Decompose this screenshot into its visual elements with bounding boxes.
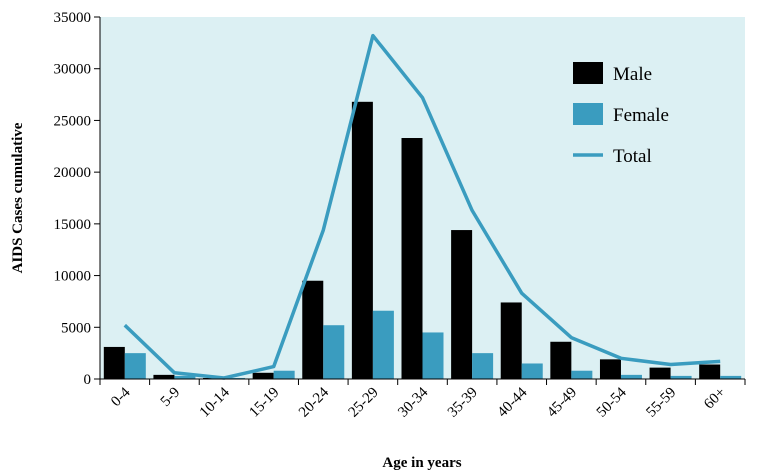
bar-male-55-59 bbox=[649, 367, 671, 379]
bar-male-35-39 bbox=[451, 230, 473, 379]
legend-label-total: Total bbox=[613, 146, 652, 167]
x-tick-label: 15-19 bbox=[246, 385, 282, 421]
bar-female-60- bbox=[720, 375, 742, 379]
x-tick-label: 60+ bbox=[701, 385, 729, 413]
y-axis-title: AIDS Cases cumulative bbox=[10, 122, 26, 273]
x-axis-ticks: 0-4 5-9 10-14 15-19 20-24 25-29 30-34 35-39 40-4… bbox=[99, 379, 746, 421]
y-tick-label: 0 bbox=[84, 372, 92, 388]
legend: Male Female Total bbox=[573, 62, 669, 167]
bar-male-50-54 bbox=[599, 359, 621, 379]
bar-male-0-4 bbox=[103, 346, 125, 379]
bar-female-40-44 bbox=[521, 363, 543, 379]
x-axis-title: Age in years bbox=[382, 455, 461, 471]
bar-male-5-9 bbox=[153, 374, 175, 379]
bar-female-10-14 bbox=[224, 377, 246, 379]
y-tick-label: 35000 bbox=[54, 10, 92, 26]
x-tick-label: 55-59 bbox=[643, 385, 679, 421]
line-total bbox=[123, 33, 721, 380]
total-line-layer bbox=[123, 33, 721, 380]
x-tick-label: 20-24 bbox=[296, 384, 332, 420]
bar-male-15-19 bbox=[252, 372, 274, 379]
x-tick-label: 10-14 bbox=[197, 384, 233, 420]
bar-male-45-49 bbox=[550, 341, 572, 379]
bar-male-30-34 bbox=[401, 138, 423, 379]
x-tick-label: 25-29 bbox=[346, 385, 382, 421]
bar-male-20-24 bbox=[302, 280, 324, 379]
bar-female-15-19 bbox=[273, 370, 295, 379]
legend-swatch-female bbox=[573, 103, 603, 125]
y-tick-label: 10000 bbox=[54, 269, 92, 285]
bar-female-55-59 bbox=[670, 375, 692, 379]
bar-female-20-24 bbox=[323, 325, 345, 379]
y-tick-label: 20000 bbox=[54, 165, 92, 181]
bar-female-5-9 bbox=[174, 375, 196, 379]
bar-female-50-54 bbox=[620, 374, 642, 379]
x-tick-label: 0-4 bbox=[108, 384, 134, 410]
x-tick-label: 30-34 bbox=[395, 384, 431, 420]
bar-male-60- bbox=[699, 364, 721, 379]
x-tick-label: 40-44 bbox=[494, 384, 530, 420]
y-tick-label: 5000 bbox=[61, 320, 91, 336]
x-tick-label: 35-39 bbox=[445, 385, 481, 421]
bar-female-0-4 bbox=[124, 353, 146, 379]
legend-label-male: Male bbox=[613, 64, 652, 85]
bar-female-30-34 bbox=[422, 332, 444, 379]
y-tick-label: 30000 bbox=[54, 62, 92, 78]
bar-female-25-29 bbox=[372, 310, 394, 379]
bars bbox=[103, 101, 742, 379]
x-tick-label: 50-54 bbox=[594, 384, 630, 420]
y-tick-label: 25000 bbox=[54, 113, 92, 129]
x-tick-label: 45-49 bbox=[544, 385, 580, 421]
bar-male-25-29 bbox=[351, 101, 373, 379]
x-tick-label: 5-9 bbox=[158, 385, 183, 410]
bar-male-40-44 bbox=[500, 302, 522, 379]
bar-female-45-49 bbox=[571, 370, 593, 379]
y-axis-ticks: 0 5000 10000 15000 20000 25000 30000 35000 bbox=[54, 10, 100, 388]
legend-label-female: Female bbox=[613, 105, 669, 126]
legend-swatch-male bbox=[573, 62, 603, 84]
bar-female-35-39 bbox=[472, 353, 494, 379]
y-tick-label: 15000 bbox=[54, 217, 92, 233]
